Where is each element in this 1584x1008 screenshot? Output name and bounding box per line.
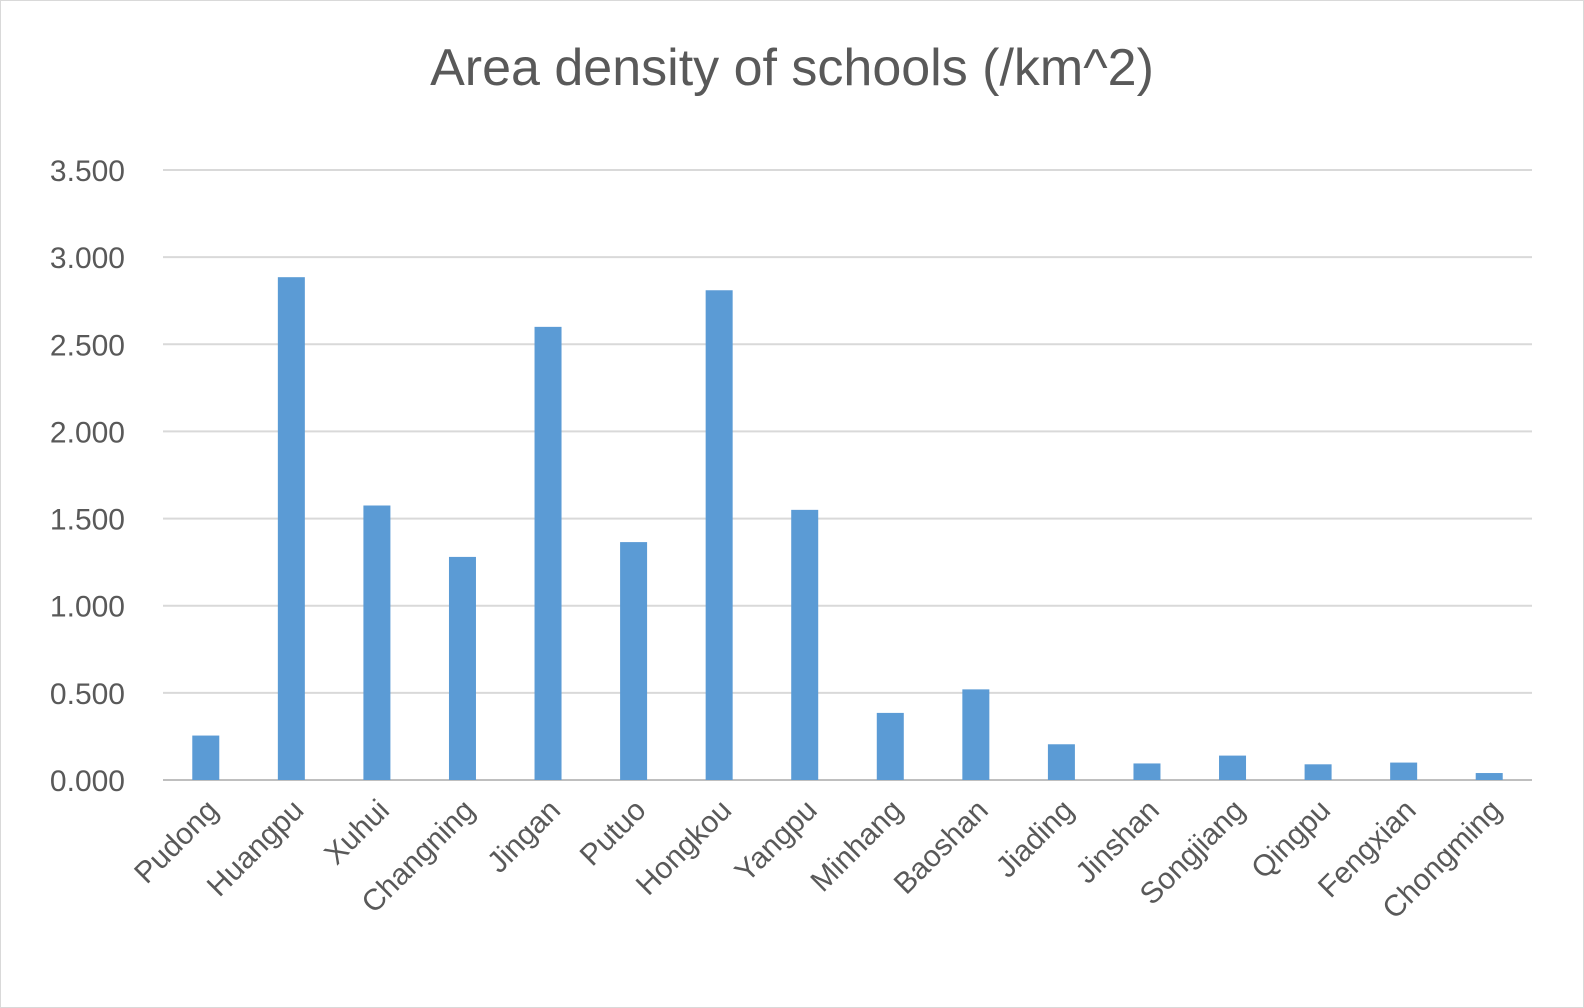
bar-songjiang — [1219, 755, 1247, 780]
bar-changning — [448, 556, 476, 780]
gridlines — [163, 169, 1532, 781]
x-tick-label: Jingan — [481, 794, 567, 880]
bar-qingpu — [1304, 764, 1332, 780]
y-tick-label: 3.000 — [50, 242, 125, 275]
bar-baoshan — [962, 689, 990, 780]
y-tick-label: 2.000 — [50, 416, 125, 449]
bar-chongming — [1475, 773, 1503, 780]
bar-hongkou — [705, 290, 733, 780]
bar-minhang — [876, 712, 904, 780]
y-tick-label: 1.500 — [50, 504, 125, 537]
y-tick-label: 3.500 — [50, 155, 125, 188]
chart-title: Area density of schools (/km^2) — [430, 39, 1154, 97]
bar-xuhui — [363, 505, 391, 780]
x-tick-label: Jiading — [990, 794, 1081, 885]
bar-jingan — [534, 326, 562, 780]
x-tick-label: Xuhui — [318, 794, 396, 872]
bar-jiading — [1047, 744, 1075, 780]
y-tick-label: 1.000 — [50, 591, 125, 624]
y-tick-label: 0.500 — [50, 678, 125, 711]
bar-pudong — [192, 735, 220, 780]
bar-huangpu — [277, 277, 305, 780]
x-tick-label: Hongkou — [630, 794, 738, 902]
y-tick-label: 0.000 — [50, 765, 125, 798]
bar-jinshan — [1133, 763, 1161, 780]
y-tick-label: 2.500 — [50, 329, 125, 362]
x-tick-label: Putuo — [574, 794, 653, 873]
y-axis-ticks: 0.000 0.500 1.000 1.500 2.000 2.500 3.000 3.500 — [50, 155, 125, 798]
bar-fengxian — [1390, 762, 1418, 780]
bar-putuo — [620, 542, 648, 780]
bars — [192, 277, 1503, 780]
x-tick-label: Baoshan — [888, 794, 995, 901]
bar-yangpu — [791, 509, 819, 780]
